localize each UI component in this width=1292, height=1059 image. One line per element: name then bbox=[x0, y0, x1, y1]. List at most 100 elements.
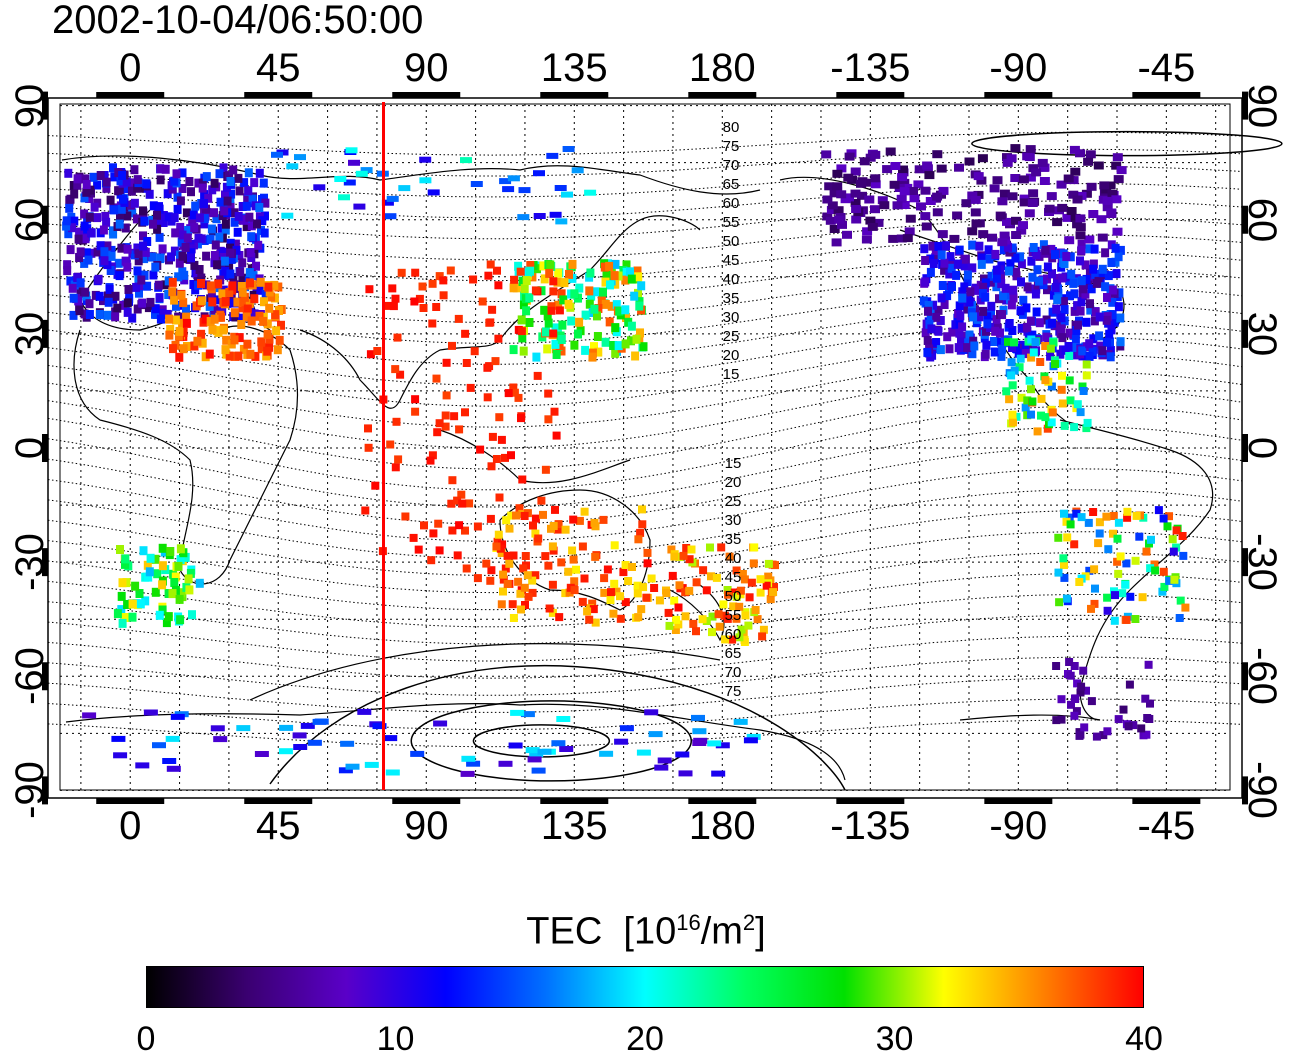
tec-cell bbox=[1021, 349, 1030, 359]
tec-cell bbox=[963, 277, 972, 286]
tec-cell bbox=[1061, 345, 1070, 355]
tec-cell bbox=[183, 233, 192, 243]
right-lat-tick: 0 bbox=[1240, 436, 1284, 460]
tec-cell bbox=[1057, 313, 1066, 323]
tec-cell bbox=[1011, 231, 1022, 239]
tec-cell bbox=[278, 748, 293, 755]
tec-cell bbox=[1066, 252, 1075, 262]
tec-cell bbox=[1027, 335, 1036, 344]
tec-cell bbox=[957, 337, 965, 346]
tec-cell bbox=[1010, 144, 1021, 153]
tec-cell bbox=[702, 617, 711, 625]
tec-cell bbox=[123, 307, 132, 317]
tec-cell bbox=[478, 297, 487, 306]
tec-cell bbox=[1102, 512, 1111, 521]
tec-cell bbox=[242, 201, 251, 211]
tec-cell bbox=[385, 769, 400, 776]
tec-cell bbox=[155, 610, 164, 620]
tec-cell bbox=[1122, 559, 1131, 568]
tec-cell bbox=[85, 194, 94, 203]
tec-cell bbox=[240, 178, 249, 188]
tec-cell bbox=[913, 180, 924, 189]
tec-cell bbox=[1062, 517, 1071, 526]
tec-cell bbox=[1116, 337, 1125, 347]
coastline bbox=[299, 329, 501, 409]
tec-cell bbox=[167, 252, 176, 262]
tec-cell bbox=[127, 186, 136, 196]
tec-cell bbox=[1138, 593, 1147, 602]
tec-cell bbox=[263, 346, 272, 356]
tec-cell bbox=[928, 241, 937, 251]
tec-cell bbox=[135, 762, 150, 769]
tec-cell bbox=[743, 737, 758, 744]
tec-cell bbox=[1087, 604, 1095, 613]
tec-cell bbox=[707, 572, 715, 581]
tec-cell bbox=[770, 583, 778, 591]
tec-cell bbox=[569, 555, 578, 564]
tec-cell bbox=[81, 234, 90, 244]
tec-cell bbox=[611, 259, 620, 269]
tec-cell bbox=[1051, 250, 1059, 260]
tec-cell bbox=[633, 589, 642, 598]
tec-cell bbox=[963, 343, 972, 353]
tec-cell bbox=[749, 559, 758, 568]
tec-cell bbox=[179, 344, 188, 354]
tec-cell bbox=[175, 352, 184, 362]
contour-label: 60 bbox=[723, 195, 740, 212]
tec-cell bbox=[924, 301, 933, 310]
tec-cell bbox=[587, 291, 596, 301]
tec-cell bbox=[164, 212, 173, 222]
tec-cell bbox=[381, 199, 394, 206]
tec-cell bbox=[1037, 394, 1046, 403]
top-axis-bar bbox=[540, 92, 609, 98]
tec-cell bbox=[551, 339, 560, 349]
tec-cell bbox=[233, 297, 242, 307]
tec-cell bbox=[549, 277, 558, 286]
tec-cell bbox=[850, 198, 861, 207]
tec-cell bbox=[549, 211, 562, 218]
tec-cell bbox=[1181, 603, 1190, 612]
tec-cell bbox=[712, 573, 721, 582]
tec-cell bbox=[149, 201, 158, 211]
tec-cell bbox=[386, 440, 395, 449]
tec-cell bbox=[1033, 427, 1042, 436]
tec-cell bbox=[554, 520, 563, 529]
tec-cell bbox=[200, 214, 209, 224]
left-lat-tick: 90 bbox=[8, 83, 52, 128]
tec-cell bbox=[1096, 341, 1105, 351]
tec-cell bbox=[1057, 203, 1068, 212]
tec-cell bbox=[118, 171, 127, 180]
tec-cell bbox=[945, 344, 954, 354]
tec-cell bbox=[253, 219, 261, 229]
tec-cell bbox=[225, 351, 234, 361]
bottom-lon-tick: 180 bbox=[688, 804, 756, 848]
tec-cell bbox=[415, 294, 424, 303]
tec-cell bbox=[1102, 203, 1113, 212]
tec-cell bbox=[999, 189, 1010, 198]
tec-cell bbox=[271, 310, 280, 320]
tec-cell bbox=[952, 211, 963, 220]
tec-cell bbox=[1114, 715, 1123, 724]
tec-cell bbox=[1055, 598, 1064, 607]
tec-cell bbox=[1075, 578, 1084, 586]
tec-cell bbox=[1018, 221, 1028, 230]
tec-cell bbox=[546, 152, 559, 159]
tec-cell bbox=[441, 411, 450, 420]
tec-cell bbox=[1129, 721, 1138, 730]
right-lat-tick: -90 bbox=[1240, 761, 1284, 820]
tec-cell bbox=[218, 247, 227, 257]
tec-cell bbox=[233, 227, 242, 237]
tec-cell bbox=[229, 165, 238, 175]
tec-cell bbox=[724, 590, 732, 599]
tec-cell bbox=[955, 328, 964, 338]
tec-cell bbox=[448, 341, 456, 350]
tec-cell bbox=[671, 626, 680, 634]
tec-cell bbox=[711, 770, 726, 777]
tec-cell bbox=[1009, 285, 1018, 295]
tec-cell bbox=[149, 219, 157, 229]
tec-cell bbox=[1049, 338, 1058, 347]
tec-cell bbox=[76, 278, 85, 288]
tec-cell bbox=[821, 150, 832, 159]
tec-cell bbox=[419, 304, 428, 312]
tec-cell bbox=[960, 282, 969, 292]
